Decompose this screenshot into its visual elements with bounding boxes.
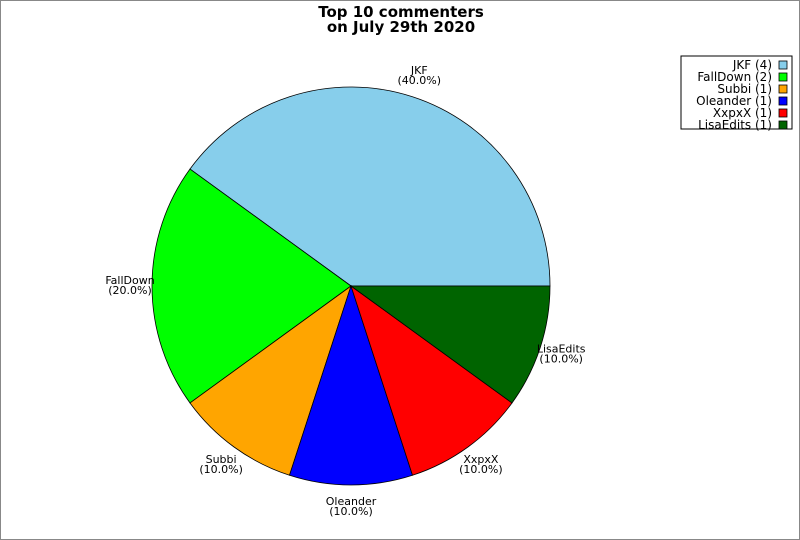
legend-label: XxpxX (1) [713,106,772,120]
chart-title-line-2: on July 29th 2020 [327,18,475,36]
legend-label: JKF (4) [732,58,772,72]
slice-label: Oleander [326,495,377,508]
legend-label: Subbi (1) [717,82,772,96]
pie-slice-lisaedits [349,285,551,404]
pie-slice-subbi [189,284,352,476]
legend-label: FallDown (2) [697,70,772,84]
legend-swatch [778,120,788,130]
slice-percent-label: (10.0%) [539,352,583,365]
pie-slice-xxpxx [350,284,513,476]
slice-label: FallDown [105,274,154,287]
legend-swatch [778,60,788,70]
slice-label: LisaEdits [537,342,586,355]
slice-label: JKF [410,64,428,77]
legend-box [680,55,793,130]
legend-label: Oleander (1) [696,94,772,108]
legend-swatch [778,108,788,118]
legend: JKF (4)FallDown (2)Subbi (1)Oleander (1)… [680,55,793,132]
pie-slice-falldown [151,168,352,404]
chart-title-line-1: Top 10 commenters [318,3,484,21]
slice-percent-label: (10.0%) [459,463,503,476]
slice-label: XxpxX [463,453,499,466]
slice-percent-label: (10.0%) [199,463,243,476]
legend-swatch [778,84,788,94]
slice-label: Subbi [206,453,237,466]
pie-slice-jkf [189,86,551,287]
legend-swatch [778,96,788,106]
pie-slice-oleander [289,284,413,486]
legend-swatch [778,72,788,82]
slice-percent-label: (20.0%) [108,284,152,297]
slice-percent-label: (10.0%) [329,505,373,518]
legend-label: LisaEdits (1) [698,118,772,132]
slice-percent-label: (40.0%) [398,74,442,87]
